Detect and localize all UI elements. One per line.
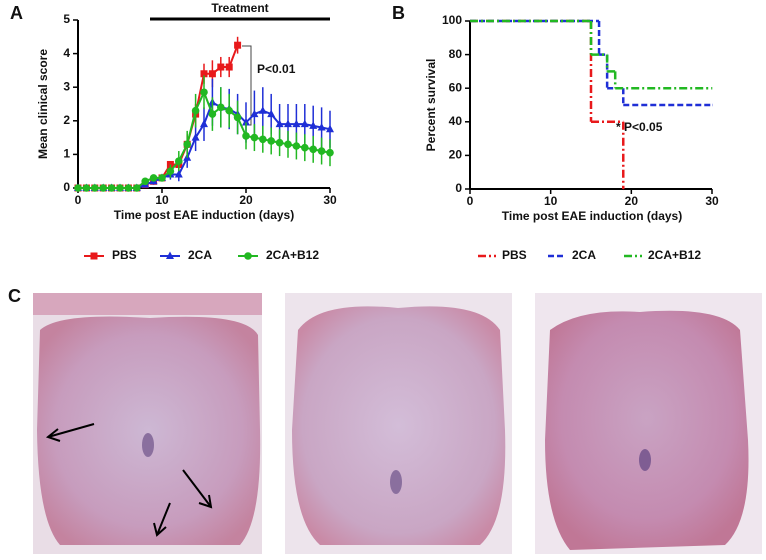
x-tick-label: 30 (705, 194, 719, 208)
marker (309, 121, 318, 129)
y-tick-label: 0 (63, 180, 70, 194)
y-tick-label: 100 (442, 13, 462, 27)
histology-image (535, 293, 762, 554)
marker (99, 184, 107, 192)
panel-label: B (392, 3, 405, 23)
marker (242, 117, 250, 126)
x-tick-label: 10 (155, 193, 169, 207)
marker (90, 252, 98, 260)
annotation: * P<0.05 (616, 120, 663, 134)
marker (191, 106, 200, 115)
marker (82, 184, 91, 192)
x-tick-label: 20 (625, 194, 639, 208)
marker (234, 41, 242, 49)
annotation: Treatment (211, 1, 268, 15)
x-tick-label: 0 (75, 193, 82, 207)
marker (166, 167, 175, 175)
marker (284, 119, 292, 128)
marker (191, 133, 200, 141)
y-tick-label: 80 (449, 47, 463, 61)
y-tick-label: 2 (63, 113, 70, 127)
legend-label: 2CA+B12 (266, 248, 319, 262)
marker (116, 184, 124, 192)
y-tick-label: 1 (63, 147, 70, 161)
marker (208, 70, 216, 78)
y-tick-label: 5 (63, 12, 70, 26)
x-tick-label: 0 (467, 194, 474, 208)
marker (326, 148, 334, 157)
x-tick-label: 20 (239, 193, 253, 207)
marker (158, 174, 166, 182)
marker (258, 106, 267, 114)
y-tick-label: 60 (449, 80, 463, 94)
marker (74, 184, 82, 192)
y-tick-label: 0 (455, 181, 462, 195)
marker (175, 157, 183, 165)
y-tick-label: 40 (449, 114, 463, 128)
panel-label: C (8, 286, 21, 306)
legend-label: 2CA (188, 248, 212, 262)
marker (200, 119, 208, 128)
y-axis-label: Percent survival (424, 59, 438, 152)
x-axis-label: Time post EAE induction (days) (502, 209, 682, 223)
marker (301, 143, 309, 152)
marker (183, 140, 191, 149)
legend-label: PBS (502, 248, 527, 262)
x-axis-label: Time post EAE induction (days) (114, 208, 294, 222)
marker (149, 174, 158, 182)
annotation: P<0.01 (257, 62, 296, 76)
marker (250, 109, 259, 118)
marker (292, 142, 301, 150)
marker (309, 145, 318, 154)
marker (225, 63, 233, 71)
marker (166, 251, 174, 259)
legend-label: 2CA+B12 (648, 248, 701, 262)
marker (133, 184, 141, 192)
y-tick-label: 4 (63, 46, 70, 60)
marker (91, 184, 99, 192)
marker (326, 124, 334, 133)
y-tick-label: 20 (449, 148, 463, 162)
marker (174, 170, 183, 178)
marker (244, 252, 252, 260)
x-tick-label: 30 (323, 193, 337, 207)
marker (200, 88, 208, 97)
marker (107, 184, 116, 192)
panel-label: A (10, 3, 23, 23)
marker (208, 110, 217, 118)
marker (317, 123, 326, 131)
marker (217, 63, 225, 71)
marker (284, 140, 292, 149)
marker (275, 138, 284, 147)
marker (141, 177, 149, 186)
marker (217, 103, 225, 112)
marker (300, 119, 309, 128)
marker (267, 137, 276, 145)
marker (292, 119, 301, 128)
marker (317, 147, 326, 155)
marker (124, 184, 133, 192)
marker (233, 113, 242, 122)
marker (200, 70, 208, 78)
marker (275, 119, 284, 128)
histology-image (285, 293, 512, 554)
x-tick-label: 10 (544, 194, 558, 208)
marker (225, 106, 233, 115)
marker (242, 132, 250, 140)
y-tick-label: 3 (63, 79, 70, 93)
y-axis-label: Mean clinical score (36, 49, 50, 159)
marker (259, 135, 267, 144)
marker (250, 133, 259, 142)
legend-label: PBS (112, 248, 137, 262)
marker (267, 109, 276, 118)
legend-label: 2CA (572, 248, 596, 262)
histology-image (33, 293, 262, 554)
